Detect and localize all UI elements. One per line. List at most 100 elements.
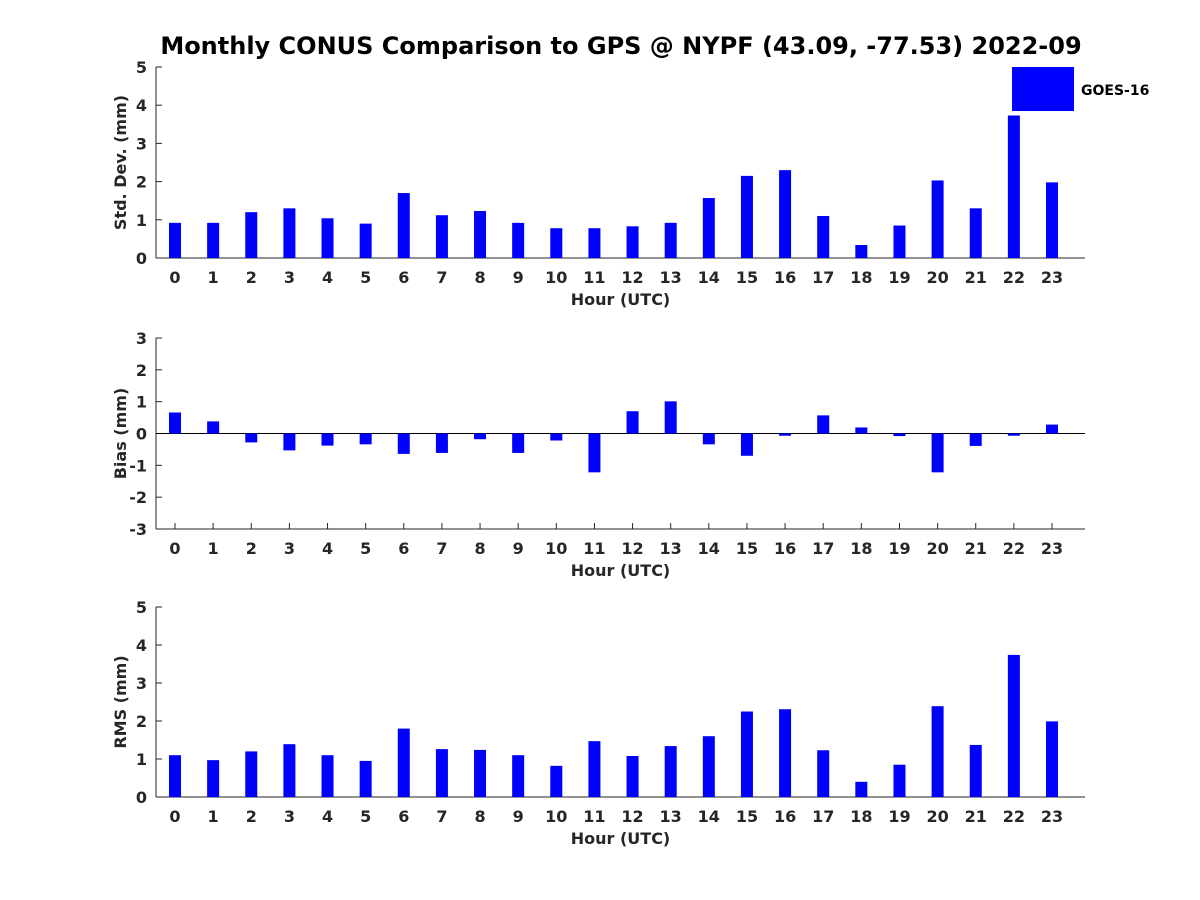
bar-hour-23 bbox=[1045, 424, 1058, 434]
bar-hour-23 bbox=[1045, 182, 1058, 258]
bar-hour-0 bbox=[169, 222, 181, 258]
bar-hour-2 bbox=[245, 751, 258, 797]
x-tick-label: 1 bbox=[208, 268, 219, 287]
x-tick-label: 9 bbox=[513, 268, 524, 287]
bar-hour-1 bbox=[207, 222, 220, 258]
bar-hour-5 bbox=[359, 760, 372, 797]
x-tick-label: 0 bbox=[169, 807, 180, 826]
x-tick-label: 2 bbox=[246, 268, 257, 287]
x-tick-label: 23 bbox=[1041, 268, 1063, 287]
bar-hour-23 bbox=[1045, 721, 1058, 797]
bar-hour-7 bbox=[435, 215, 448, 258]
y-tick-label: 3 bbox=[136, 134, 147, 153]
x-tick-label: 5 bbox=[360, 268, 371, 287]
y-tick-label: 3 bbox=[136, 674, 147, 693]
x-tick-label: 6 bbox=[398, 807, 409, 826]
y-axis-label: Std. Dev. (mm) bbox=[111, 95, 130, 230]
y-tick-label: 4 bbox=[136, 96, 147, 115]
bar-hour-17 bbox=[817, 750, 830, 797]
bar-hour-2 bbox=[245, 212, 258, 258]
x-tick-label: 9 bbox=[513, 539, 524, 558]
x-tick-label: 7 bbox=[436, 268, 447, 287]
bar-hour-8 bbox=[474, 211, 487, 258]
x-tick-label: 16 bbox=[774, 539, 796, 558]
y-tick-label: 1 bbox=[136, 211, 147, 230]
x-tick-label: 12 bbox=[621, 807, 643, 826]
bar-hour-14 bbox=[702, 198, 715, 258]
y-tick-label: 1 bbox=[136, 750, 147, 769]
bar-hour-19 bbox=[893, 225, 906, 258]
x-tick-label: 20 bbox=[926, 539, 948, 558]
bar-hour-1 bbox=[207, 760, 220, 797]
bar-hour-9 bbox=[512, 755, 525, 797]
bar-hour-17 bbox=[817, 415, 830, 434]
x-tick-label: 4 bbox=[322, 539, 333, 558]
bar-hour-10 bbox=[550, 765, 563, 797]
x-tick-label: 22 bbox=[1003, 807, 1025, 826]
bar-hour-12 bbox=[626, 226, 639, 258]
x-tick-label: 4 bbox=[322, 268, 333, 287]
x-tick-label: 9 bbox=[513, 807, 524, 826]
bar-hour-13 bbox=[664, 222, 677, 258]
bar-hour-5 bbox=[359, 223, 372, 258]
bar-hour-19 bbox=[893, 433, 906, 437]
y-tick-label: -1 bbox=[129, 456, 147, 475]
x-tick-label: 1 bbox=[208, 807, 219, 826]
x-tick-label: 18 bbox=[850, 268, 872, 287]
x-tick-label: 18 bbox=[850, 807, 872, 826]
x-tick-label: 20 bbox=[926, 807, 948, 826]
x-tick-label: 20 bbox=[926, 268, 948, 287]
bar-hour-11 bbox=[588, 228, 601, 258]
bar-hour-21 bbox=[969, 744, 982, 797]
bar-hour-13 bbox=[664, 401, 677, 434]
y-tick-label: 4 bbox=[136, 636, 147, 655]
bar-hour-15 bbox=[740, 433, 753, 456]
bar-hour-6 bbox=[397, 728, 410, 797]
x-tick-label: 18 bbox=[850, 539, 872, 558]
bar-hour-8 bbox=[474, 433, 487, 440]
bar-hour-16 bbox=[779, 709, 792, 797]
legend: GOES-16 bbox=[1012, 67, 1149, 111]
bar-hour-14 bbox=[702, 433, 715, 445]
x-tick-label: 14 bbox=[698, 268, 720, 287]
x-tick-label: 10 bbox=[545, 268, 567, 287]
x-tick-label: 6 bbox=[398, 268, 409, 287]
x-tick-label: 16 bbox=[774, 268, 796, 287]
bar-hour-14 bbox=[702, 736, 715, 797]
bar-hour-20 bbox=[931, 180, 944, 258]
legend-label: GOES-16 bbox=[1081, 83, 1149, 99]
bar-hour-6 bbox=[397, 193, 410, 258]
bar-hour-4 bbox=[321, 218, 334, 258]
y-tick-label: 5 bbox=[136, 58, 147, 77]
y-tick-label: 0 bbox=[136, 249, 147, 268]
x-tick-label: 10 bbox=[545, 539, 567, 558]
x-tick-label: 5 bbox=[360, 807, 371, 826]
y-tick-label: 2 bbox=[136, 712, 147, 731]
x-tick-label: 0 bbox=[169, 539, 180, 558]
x-tick-label: 11 bbox=[583, 807, 605, 826]
bar-hour-5 bbox=[359, 433, 372, 445]
bar-hour-10 bbox=[550, 433, 563, 441]
x-tick-label: 3 bbox=[284, 807, 295, 826]
x-tick-label: 19 bbox=[888, 268, 910, 287]
x-tick-label: 22 bbox=[1003, 539, 1025, 558]
x-tick-label: 17 bbox=[812, 539, 834, 558]
x-tick-label: 13 bbox=[660, 539, 682, 558]
bar-hour-21 bbox=[969, 433, 982, 446]
x-tick-label: 2 bbox=[246, 539, 257, 558]
x-tick-label: 3 bbox=[284, 268, 295, 287]
x-tick-label: 23 bbox=[1041, 539, 1063, 558]
chart-title: Monthly CONUS Comparison to GPS @ NYPF (… bbox=[160, 32, 1081, 60]
bar-hour-3 bbox=[283, 744, 296, 797]
y-tick-label: 2 bbox=[136, 173, 147, 192]
x-axis-label: Hour (UTC) bbox=[571, 290, 671, 309]
y-tick-label: 0 bbox=[136, 788, 147, 807]
bar-hour-21 bbox=[969, 208, 982, 258]
bar-hour-6 bbox=[397, 433, 410, 454]
x-tick-label: 0 bbox=[169, 268, 180, 287]
